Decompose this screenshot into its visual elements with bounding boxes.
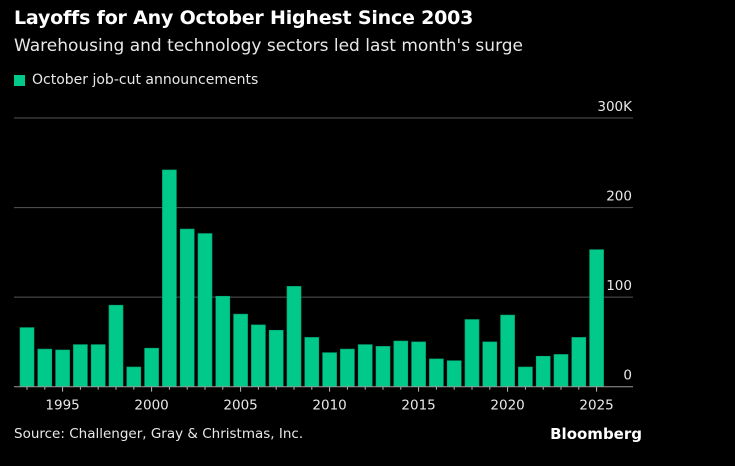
- bar-2005: [233, 313, 248, 388]
- bar-2006: [251, 324, 266, 387]
- bar-2002: [179, 228, 195, 387]
- x-tick-label: 2015: [401, 398, 435, 414]
- bar-2003: [197, 233, 213, 387]
- legend: October job-cut announcements: [14, 72, 258, 88]
- bar-2004: [215, 295, 231, 388]
- bar-2013: [375, 346, 391, 387]
- bar-2007: [268, 329, 284, 388]
- bar-2021: [518, 366, 533, 387]
- x-tick-label: 2005: [223, 398, 257, 414]
- source-note: Source: Challenger, Gray & Christmas, In…: [14, 426, 304, 442]
- x-tick-label: 2025: [579, 398, 613, 414]
- chart-title: Layoffs for Any October Highest Since 20…: [14, 7, 474, 29]
- y-tick-label: 100: [606, 278, 632, 294]
- y-tick-label: 200: [606, 189, 632, 205]
- bar-2011: [340, 348, 355, 388]
- bar-2014: [393, 340, 409, 387]
- x-tick-label: 1995: [45, 398, 79, 414]
- x-tick-label: 2000: [134, 398, 168, 414]
- bar-2001: [162, 169, 177, 387]
- x-tick-label: 2020: [490, 398, 524, 414]
- bar-2009: [304, 337, 320, 387]
- legend-swatch: [14, 74, 25, 86]
- bloomberg-logo: Bloomberg: [550, 425, 642, 443]
- bar-2023: [553, 354, 569, 387]
- bar-1999: [126, 366, 142, 387]
- bar-2000: [144, 347, 159, 388]
- bar-2017: [446, 360, 462, 388]
- bar-1996: [73, 344, 88, 388]
- y-tick-label: 0: [623, 368, 632, 384]
- bar-1997: [90, 344, 106, 388]
- bar-2015: [411, 341, 426, 387]
- chart-subtitle: Warehousing and technology sectors led l…: [14, 36, 524, 56]
- bar-2016: [429, 358, 444, 387]
- bar-2008: [286, 286, 302, 388]
- bar-2024: [571, 337, 587, 387]
- legend-label: October job-cut announcements: [32, 72, 259, 88]
- bar-2022: [535, 355, 551, 388]
- y-tick-label: 300K: [597, 99, 633, 115]
- bar-1998: [108, 304, 124, 388]
- bar-1995: [55, 349, 70, 387]
- bar-2025: [589, 249, 604, 387]
- bar-2019: [482, 341, 498, 387]
- bar-2010: [322, 352, 337, 388]
- x-tick-label: 2010: [312, 398, 346, 414]
- bar-1994: [37, 348, 53, 388]
- bar-1993: [19, 327, 35, 387]
- bar-2020: [500, 314, 515, 387]
- bar-2012: [357, 344, 373, 388]
- bar-2018: [464, 319, 480, 387]
